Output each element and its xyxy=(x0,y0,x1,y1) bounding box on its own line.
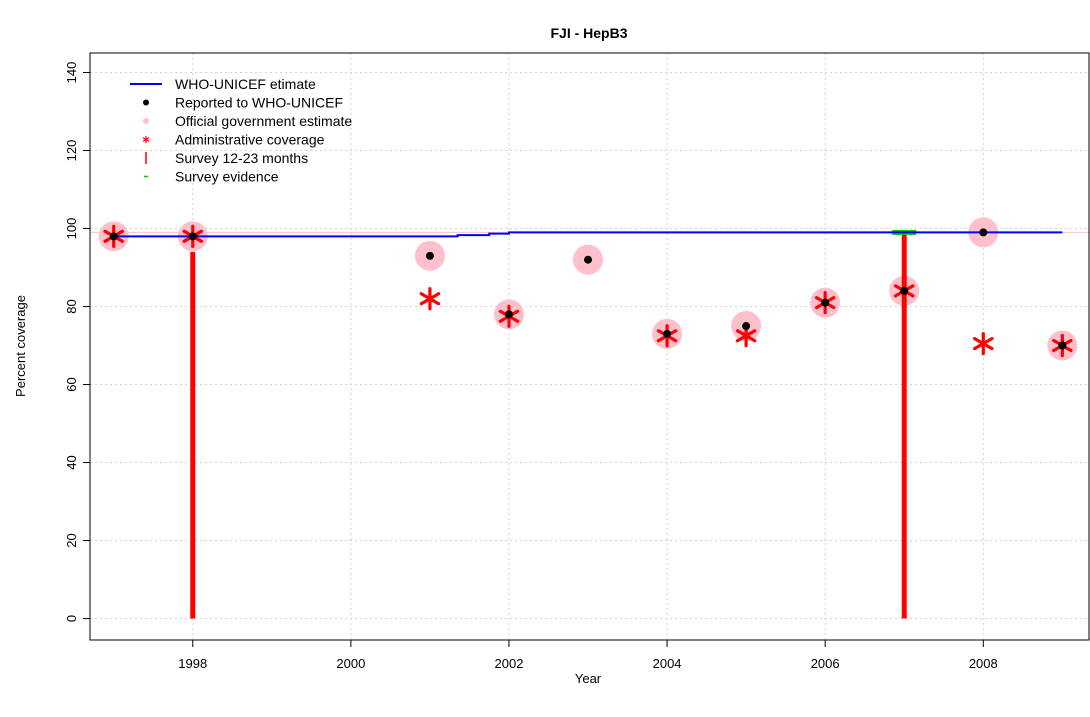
y-tick-label: 140 xyxy=(64,62,79,84)
legend-label: WHO-UNICEF etimate xyxy=(175,76,316,92)
y-tick-label: 40 xyxy=(64,455,79,469)
who-unicef-estimate-line xyxy=(113,231,1063,238)
y-tick-label: 60 xyxy=(64,377,79,391)
reported-marker xyxy=(188,232,197,241)
legend-item: Official government estimate xyxy=(143,113,352,129)
y-tick-label: 20 xyxy=(64,533,79,547)
administrative-coverage-marker xyxy=(419,287,441,311)
chart-title: FJI - HepB3 xyxy=(550,25,627,41)
y-axis-label: Percent coverage xyxy=(13,295,28,397)
legend: WHO-UNICEF etimate Reported to WHO-UNICEF… xyxy=(130,76,352,185)
administrative-coverage-marker xyxy=(973,331,994,356)
y-tick-label: 80 xyxy=(64,299,79,313)
reported-marker xyxy=(821,298,830,307)
x-tick-label: 2000 xyxy=(336,656,365,671)
y-tick-label: 0 xyxy=(64,615,79,622)
reported-marker xyxy=(504,310,513,319)
legend-label: Survey 12-23 months xyxy=(175,150,308,166)
reported-marker xyxy=(742,322,751,331)
axes: 1998 2000 2002 2004 2006 2008 0 20 40 60 80 100 120 1… xyxy=(64,62,998,671)
y-tick-label: 100 xyxy=(64,218,79,240)
legend-item: Reported to WHO-UNICEF xyxy=(143,95,343,111)
legend-dot-icon xyxy=(143,118,149,124)
reported-marker xyxy=(584,255,593,264)
reported-marker xyxy=(1058,341,1067,350)
legend-label: Survey evidence xyxy=(175,169,279,185)
x-tick-label: 2004 xyxy=(653,656,682,671)
x-tick-label: 1998 xyxy=(178,656,207,671)
x-tick-label: 2008 xyxy=(969,656,998,671)
x-tick-label: 2006 xyxy=(811,656,840,671)
legend-item: Administrative coverage xyxy=(142,132,325,148)
data-marks xyxy=(98,217,1078,619)
legend-label: Official government estimate xyxy=(175,113,352,129)
legend-item: Survey 12-23 months xyxy=(145,150,308,166)
legend-item: Survey evidence xyxy=(144,169,279,185)
legend-label: Administrative coverage xyxy=(175,132,325,148)
reported-marker xyxy=(900,286,909,295)
legend-item: WHO-UNICEF etimate xyxy=(130,76,316,92)
reported-marker xyxy=(425,251,434,260)
y-tick-label: 120 xyxy=(64,140,79,162)
reported-marker xyxy=(979,228,988,237)
reported-marker xyxy=(663,329,672,338)
legend-dot-icon xyxy=(143,99,149,106)
x-tick-label: 2002 xyxy=(495,656,524,671)
x-axis-label: Year xyxy=(575,671,602,686)
reported-marker xyxy=(109,232,118,241)
legend-label: Reported to WHO-UNICEF xyxy=(175,95,343,111)
plot-frame xyxy=(89,52,1090,641)
grid xyxy=(90,53,1090,640)
legend-star-icon xyxy=(142,135,150,144)
